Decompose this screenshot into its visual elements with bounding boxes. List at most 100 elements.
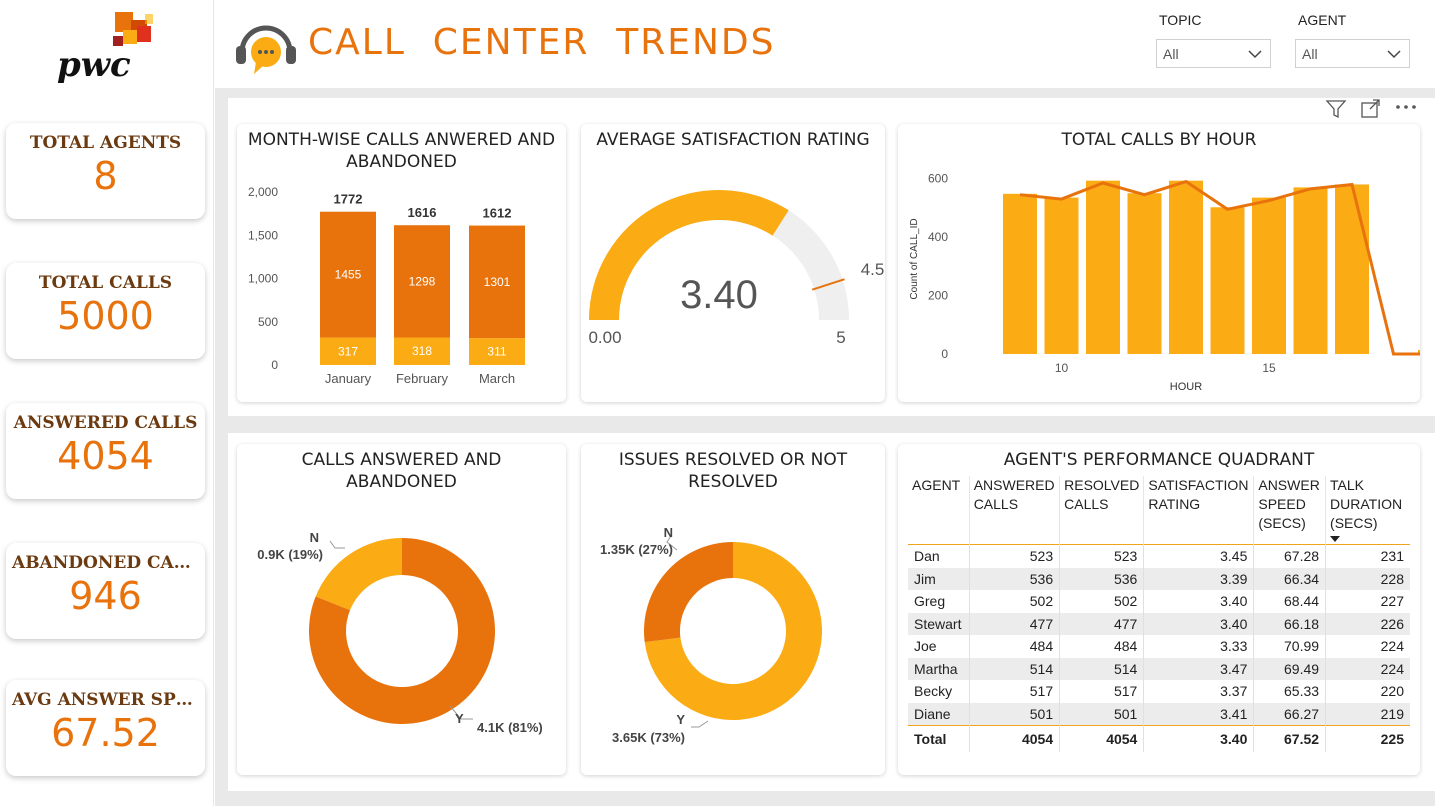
bar-abandoned	[320, 337, 376, 365]
table-cell: 68.44	[1253, 590, 1326, 613]
logo-block-3	[137, 26, 151, 42]
column-header-resolved[interactable]: RESOLVED CALLS	[1059, 476, 1144, 545]
table-cell: 523	[968, 544, 1060, 568]
x-axis-title: HOUR	[1170, 381, 1202, 393]
gauge-target-marker	[811, 278, 845, 291]
table-cell: 226	[1325, 612, 1410, 635]
column-header-satisfaction[interactable]: SATISFACTION RATING	[1143, 476, 1254, 545]
resolved-donut-chart: N 1.35K (27%) Y 3.65K (73%)	[600, 525, 822, 745]
bar-hour	[1127, 193, 1162, 354]
table-cell: 70.99	[1253, 635, 1326, 658]
y-tick-label: 1,500	[248, 228, 278, 242]
x-tick-label: January	[325, 371, 372, 386]
data-label: 318	[412, 344, 432, 358]
data-label: 1455	[335, 268, 362, 282]
table-cell: 484	[968, 635, 1060, 658]
table-cell: 3.37	[1143, 680, 1254, 703]
table-cell: 514	[968, 657, 1060, 680]
total-cell: 3.40	[1143, 725, 1254, 752]
y-tick-label: 400	[928, 230, 948, 244]
topic-slicer-dropdown[interactable]: All	[1156, 39, 1271, 68]
table-row[interactable]: Joe 484 484 3.33 70.99 224	[908, 635, 1410, 658]
kpi-value: 67.52	[51, 711, 160, 755]
calls-by-hour-card[interactable]: TOTAL CALLS BY HOUR 0 200 400 600 Count of C…	[898, 124, 1420, 402]
slice-value-label: 0.9K (19%)	[257, 547, 323, 562]
card-title: ISSUES RESOLVED OR NOT RESOLVED	[618, 450, 848, 492]
table-cell: Becky	[914, 683, 953, 700]
answered-donut-card[interactable]: CALLS ANSWERED AND ABANDONED N 0.9K (19%)…	[237, 444, 566, 775]
slice-value-label: 1.35K (27%)	[600, 542, 673, 557]
kpi-avg-answer-speed[interactable]: AVG ANSWER SPE... 67.52	[6, 680, 205, 776]
agent-slicer-dropdown[interactable]: All	[1295, 39, 1410, 68]
table-cell: 219	[1325, 702, 1410, 726]
kpi-label: ABANDONED CALLS	[12, 553, 205, 573]
leader-line	[691, 720, 709, 728]
gauge-max-label: 5	[836, 328, 845, 347]
x-tick-label: February	[396, 371, 449, 386]
kpi-label: TOTAL CALLS	[38, 273, 173, 293]
column-header-agent[interactable]: AGENT	[912, 477, 961, 493]
total-label: 1612	[483, 206, 512, 221]
card-title: CALLS ANSWERED AND ABANDONED	[301, 450, 502, 492]
leader-line	[449, 705, 473, 720]
filter-icon[interactable]	[1324, 98, 1348, 120]
month-wise-chart-card[interactable]: MONTH-WISE CALLS ANWERED AND ABANDONED 0…	[237, 124, 566, 402]
kpi-answered-calls[interactable]: ANSWERED CALLS 4054	[6, 403, 205, 499]
table-cell: 66.27	[1253, 702, 1326, 726]
column-header-talk-duration-label: TALK DURATION (SECS)	[1330, 477, 1403, 531]
column-header-talk-duration[interactable]: TALK DURATION (SECS)	[1325, 476, 1410, 545]
total-label: 1772	[334, 192, 363, 207]
slice-name-label: N	[310, 530, 319, 545]
gauge-min-label: 0.00	[588, 328, 621, 347]
table-cell: 536	[1059, 567, 1144, 590]
agent-performance-card[interactable]: AGENT'S PERFORMANCE QUADRANT AGENT ANSWE…	[898, 444, 1420, 775]
satisfaction-gauge: 3.40 0.00 5 4.5	[588, 190, 884, 347]
kpi-abandoned-calls[interactable]: ABANDONED CALLS 946	[6, 543, 205, 639]
headset-chat-icon	[234, 22, 296, 78]
card-title: AGENT'S PERFORMANCE QUADRANT	[1003, 450, 1315, 470]
focus-mode-icon[interactable]	[1359, 98, 1383, 120]
column-header-answer-speed[interactable]: ANSWER SPEED (SECS)	[1253, 476, 1326, 545]
month-wise-chart: 0 500 1,000 1,500 2,000 317 1455 1772 January 318…	[248, 185, 525, 386]
table-row[interactable]: Stewart 477 477 3.40 66.18 226	[908, 612, 1410, 635]
y-tick-label: 600	[928, 172, 948, 186]
resolved-donut-card[interactable]: ISSUES RESOLVED OR NOT RESOLVED N 1.35K (…	[581, 444, 885, 775]
bar-hour	[1086, 180, 1120, 354]
sort-descending-icon	[1330, 536, 1341, 542]
card-title: AVERAGE SATISFACTION RATING	[596, 130, 870, 150]
satisfaction-gauge-card[interactable]: AVERAGE SATISFACTION RATING 3.40 0.00 5 4.5	[581, 124, 885, 402]
leader-line	[329, 540, 345, 549]
table-row[interactable]: Diane 501 501 3.41 66.27 219	[908, 702, 1410, 726]
table-row[interactable]: Martha 514 514 3.47 69.49 224	[908, 657, 1410, 680]
table-cell: 220	[1325, 680, 1410, 703]
table-row[interactable]: Greg 502 502 3.40 68.44 227	[908, 590, 1410, 613]
kpi-total-calls[interactable]: TOTAL CALLS 5000	[6, 263, 205, 359]
kpi-label: ANSWERED CALLS	[13, 413, 198, 433]
bar-hour	[1003, 193, 1037, 354]
column-header-answered[interactable]: ANSWERED CALLS	[968, 476, 1060, 545]
kpi-value: 5000	[57, 294, 154, 338]
table-row[interactable]: Jim 536 536 3.39 66.34 228	[908, 567, 1410, 590]
more-options-icon[interactable]	[1393, 98, 1419, 120]
topic-slicer-label: TOPIC	[1159, 12, 1202, 28]
card-title: TOTAL CALLS BY HOUR	[1061, 130, 1257, 150]
table-total-row: Total 4054 4054 3.40 67.52 225	[908, 725, 1410, 752]
table-row[interactable]: Dan 523 523 3.45 67.28 231	[908, 544, 1410, 568]
agent-slicer-label: AGENT	[1298, 12, 1347, 28]
pwc-logo-graphic: pwc	[57, 12, 153, 85]
bar-hour	[1169, 180, 1203, 354]
leader-line	[666, 535, 678, 551]
table-row[interactable]: Becky 517 517 3.37 65.33 220	[908, 680, 1410, 703]
kpi-total-agents[interactable]: TOTAL AGENTS 8	[6, 123, 205, 219]
card-title: MONTH-WISE CALLS ANWERED AND ABANDONED	[247, 130, 556, 172]
kpi-value: 4054	[57, 434, 154, 478]
table-cell: Stewart	[914, 615, 962, 632]
bar-answered	[394, 225, 450, 338]
slice-name-label: N	[664, 525, 673, 540]
donut-slice-n	[315, 538, 402, 611]
table-cell: 3.47	[1143, 657, 1254, 680]
agent-table-container: AGENT ANSWERED CALLS RESOLVED CALLS SATI…	[908, 476, 1410, 752]
table-cell: 66.18	[1253, 612, 1326, 635]
table-cell: 227	[1325, 590, 1410, 613]
table-cell: 224	[1325, 635, 1410, 658]
